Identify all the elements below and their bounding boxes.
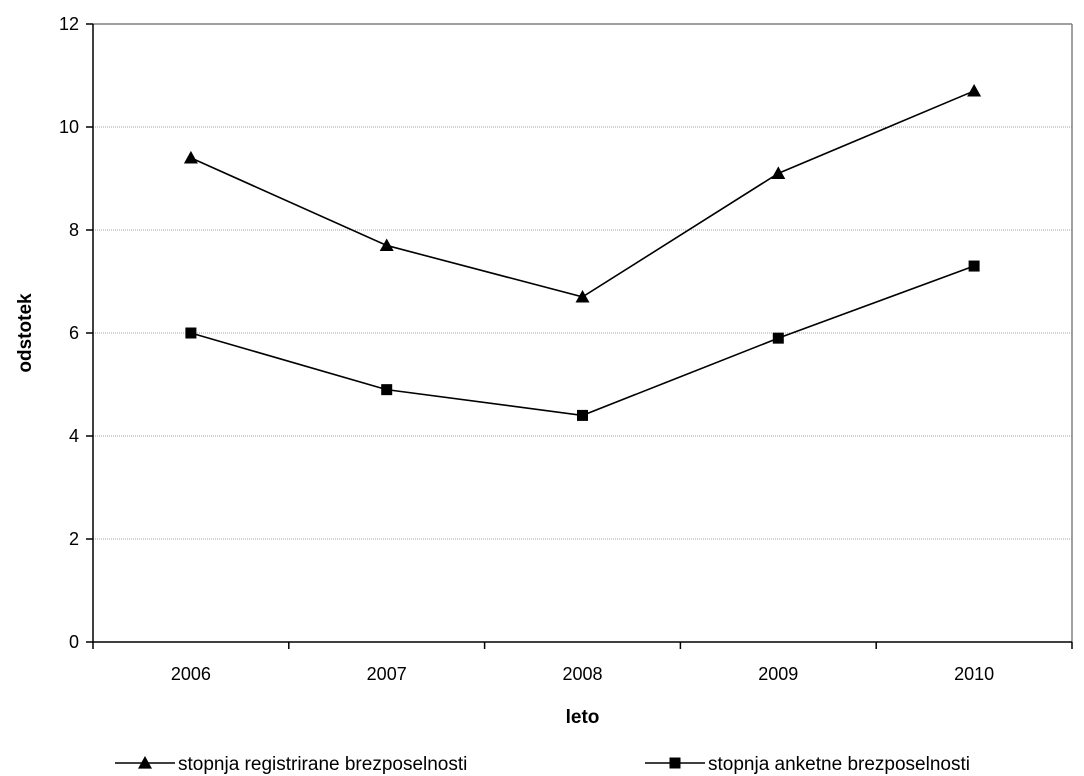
data-point-triangle (771, 166, 786, 179)
data-point-square (381, 384, 393, 396)
y-tick-label: 12 (59, 14, 79, 34)
x-tick-label: 2006 (171, 664, 211, 684)
x-tick-label: 2007 (367, 664, 407, 684)
data-point-square (185, 327, 197, 339)
y-tick-label: 0 (69, 632, 79, 652)
legend: stopnja registrirane brezposelnosti stop… (115, 754, 970, 775)
legend-label-registrirane: stopnja registrirane brezposelnosti (178, 754, 467, 775)
y-tick-label: 10 (59, 117, 79, 137)
y-axis-title: odstotek (15, 293, 36, 373)
data-point-triangle (967, 83, 982, 97)
data-point-triangle (379, 238, 394, 252)
series-line (190, 90, 975, 298)
grid (93, 23, 1073, 642)
y-tick-label: 6 (69, 323, 79, 343)
x-tick-label: 2009 (758, 664, 798, 684)
legend-item-anketne: stopnja anketne brezposelnosti (645, 754, 970, 775)
x-tick-label: 2010 (954, 664, 994, 684)
data-point-square (772, 332, 784, 344)
data-point-triangle (575, 289, 590, 303)
axes: 0 2 4 6 8 10 12 2006 2007 2008 2009 2010 (59, 14, 1073, 684)
x-axis-title: leto (566, 707, 600, 728)
legend-triangle-marker (138, 756, 152, 769)
series-registrirane (183, 83, 982, 303)
legend-item-registrirane: stopnja registrirane brezposelnosti (115, 754, 467, 775)
series (183, 83, 982, 421)
data-point-square (968, 260, 980, 272)
legend-square-marker (669, 757, 681, 769)
data-point-triangle (183, 150, 198, 164)
y-tick-label: 2 (69, 529, 79, 549)
x-tick-label: 2008 (562, 664, 602, 684)
y-tick-label: 4 (69, 426, 79, 446)
y-tick-label: 8 (69, 220, 79, 240)
series-anketne (185, 260, 980, 421)
series-line (190, 265, 975, 417)
legend-label-anketne: stopnja anketne brezposelnosti (708, 754, 970, 775)
data-point-square (577, 409, 588, 421)
